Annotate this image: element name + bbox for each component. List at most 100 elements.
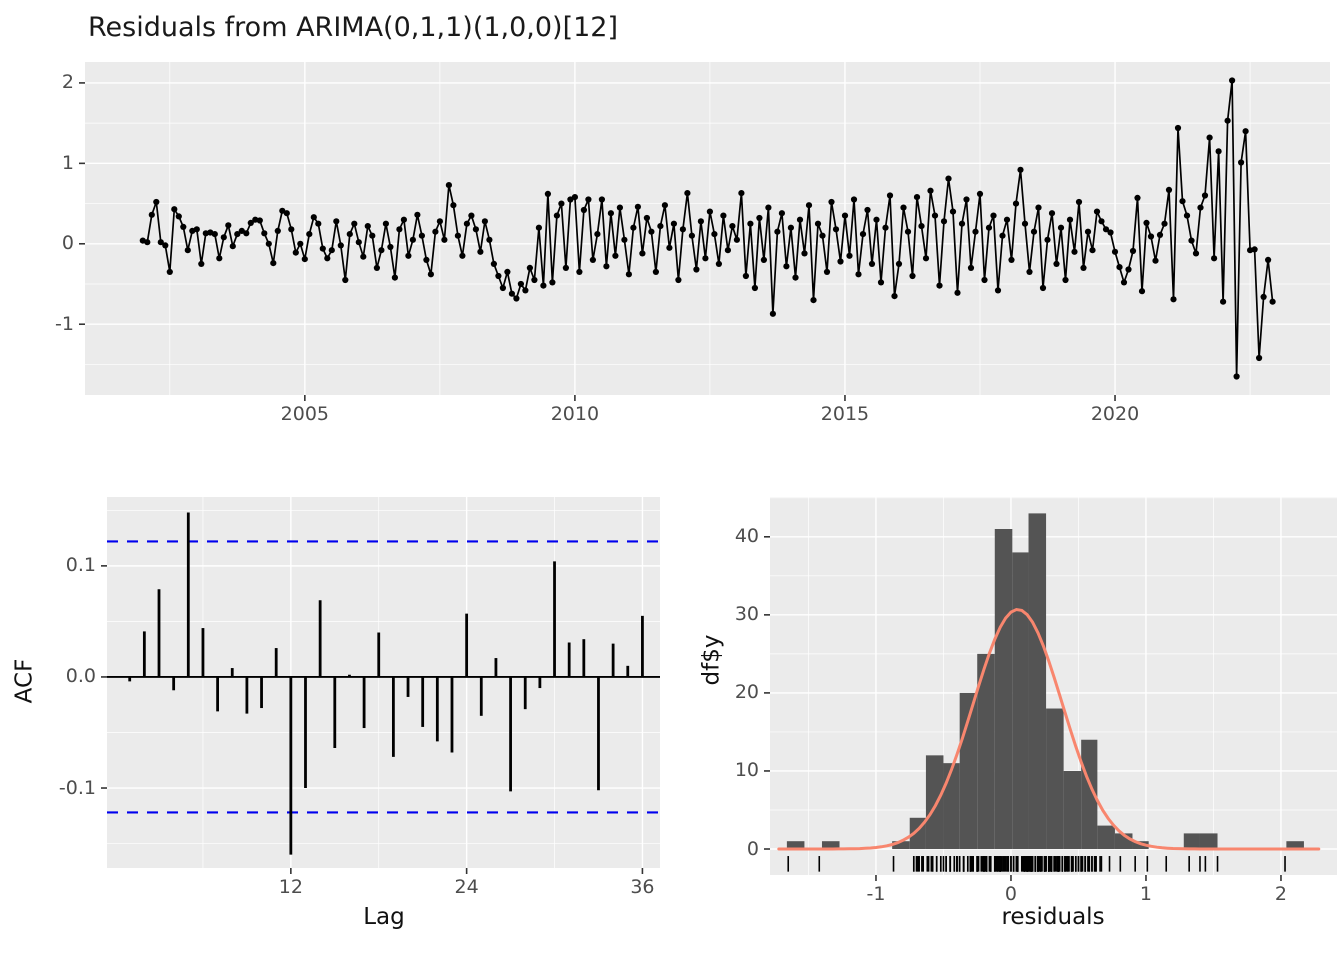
data-point bbox=[504, 268, 511, 275]
data-point bbox=[621, 236, 628, 243]
data-point bbox=[247, 219, 254, 226]
data-point bbox=[1080, 264, 1087, 271]
data-point bbox=[540, 282, 547, 289]
tick-label: 1 bbox=[61, 151, 74, 174]
data-point bbox=[162, 242, 169, 249]
data-point bbox=[774, 228, 781, 235]
data-point bbox=[837, 258, 844, 265]
data-point bbox=[1030, 228, 1038, 235]
data-point bbox=[1220, 298, 1227, 305]
data-point bbox=[1039, 284, 1047, 292]
data-point bbox=[720, 212, 727, 219]
data-point bbox=[886, 192, 894, 199]
data-point bbox=[544, 190, 552, 197]
data-point bbox=[274, 227, 281, 234]
data-point bbox=[373, 264, 380, 271]
data-point bbox=[369, 232, 376, 239]
data-point bbox=[400, 216, 407, 223]
data-point bbox=[630, 224, 637, 231]
data-point bbox=[675, 276, 682, 284]
data-point bbox=[1201, 192, 1209, 199]
tick-label: 30 bbox=[734, 603, 759, 626]
data-point bbox=[724, 247, 732, 254]
histogram-bar bbox=[1012, 552, 1029, 850]
data-point bbox=[391, 274, 398, 281]
tick-label: 2010 bbox=[550, 402, 600, 425]
tick-label: -0.1 bbox=[58, 776, 96, 799]
data-point bbox=[405, 252, 412, 259]
data-point bbox=[517, 280, 525, 288]
data-point bbox=[949, 208, 957, 215]
data-point bbox=[927, 187, 934, 194]
data-point bbox=[1242, 128, 1249, 135]
data-point bbox=[1053, 260, 1060, 267]
data-point bbox=[742, 272, 750, 280]
data-point bbox=[981, 276, 988, 284]
data-point bbox=[1120, 279, 1128, 286]
data-point bbox=[909, 272, 916, 280]
data-point bbox=[922, 255, 930, 262]
histogram-bar bbox=[1028, 513, 1047, 850]
data-point bbox=[1071, 248, 1078, 255]
data-point bbox=[706, 208, 714, 215]
data-point bbox=[499, 284, 506, 292]
data-point bbox=[486, 236, 493, 243]
data-point bbox=[558, 200, 565, 207]
tick-label: 12 bbox=[278, 875, 303, 898]
data-point bbox=[468, 212, 475, 219]
histogram-bar bbox=[1199, 833, 1218, 850]
data-point bbox=[1192, 250, 1200, 257]
data-point bbox=[855, 271, 862, 278]
histogram-bar bbox=[925, 755, 944, 850]
data-point bbox=[463, 220, 470, 227]
data-point bbox=[1138, 288, 1146, 295]
data-point bbox=[445, 182, 452, 189]
data-point bbox=[1256, 354, 1263, 362]
tick-label: 0 bbox=[746, 837, 759, 860]
data-point bbox=[823, 268, 831, 275]
tick-label: -1 bbox=[866, 882, 886, 905]
data-point bbox=[175, 213, 182, 220]
data-point bbox=[234, 231, 241, 238]
histogram-bar bbox=[977, 653, 995, 850]
histogram-bar bbox=[994, 529, 1013, 850]
data-point bbox=[409, 236, 416, 243]
data-point bbox=[1211, 255, 1218, 262]
data-point bbox=[868, 260, 876, 267]
data-point bbox=[1170, 296, 1177, 303]
data-point bbox=[1152, 257, 1159, 264]
tick-label: 2015 bbox=[820, 402, 870, 425]
data-point bbox=[1089, 247, 1096, 254]
data-point bbox=[576, 268, 583, 275]
histogram-bar bbox=[1081, 739, 1098, 850]
data-point bbox=[571, 194, 579, 201]
data-point bbox=[1156, 231, 1164, 238]
data-point bbox=[873, 216, 880, 223]
data-point bbox=[765, 204, 772, 211]
data-point bbox=[814, 220, 822, 227]
data-point bbox=[670, 220, 678, 227]
data-point bbox=[702, 255, 709, 262]
data-point bbox=[1197, 204, 1204, 211]
data-point bbox=[783, 263, 790, 270]
histogram-bar bbox=[1063, 770, 1082, 850]
data-point bbox=[990, 212, 997, 219]
data-point bbox=[301, 256, 308, 263]
data-point bbox=[805, 202, 813, 209]
data-point bbox=[1125, 266, 1132, 273]
data-point bbox=[459, 252, 466, 259]
data-point bbox=[315, 220, 322, 227]
data-point bbox=[688, 232, 696, 239]
data-point bbox=[1134, 194, 1141, 201]
data-point bbox=[715, 260, 723, 267]
data-point bbox=[526, 264, 534, 271]
data-point bbox=[864, 206, 871, 214]
data-point bbox=[423, 256, 430, 263]
data-point bbox=[1084, 228, 1092, 235]
data-point bbox=[1269, 298, 1276, 305]
normal-curve bbox=[777, 607, 1321, 851]
data-point bbox=[171, 206, 178, 213]
data-point bbox=[454, 232, 461, 239]
data-point bbox=[256, 217, 263, 224]
data-point bbox=[796, 216, 804, 223]
